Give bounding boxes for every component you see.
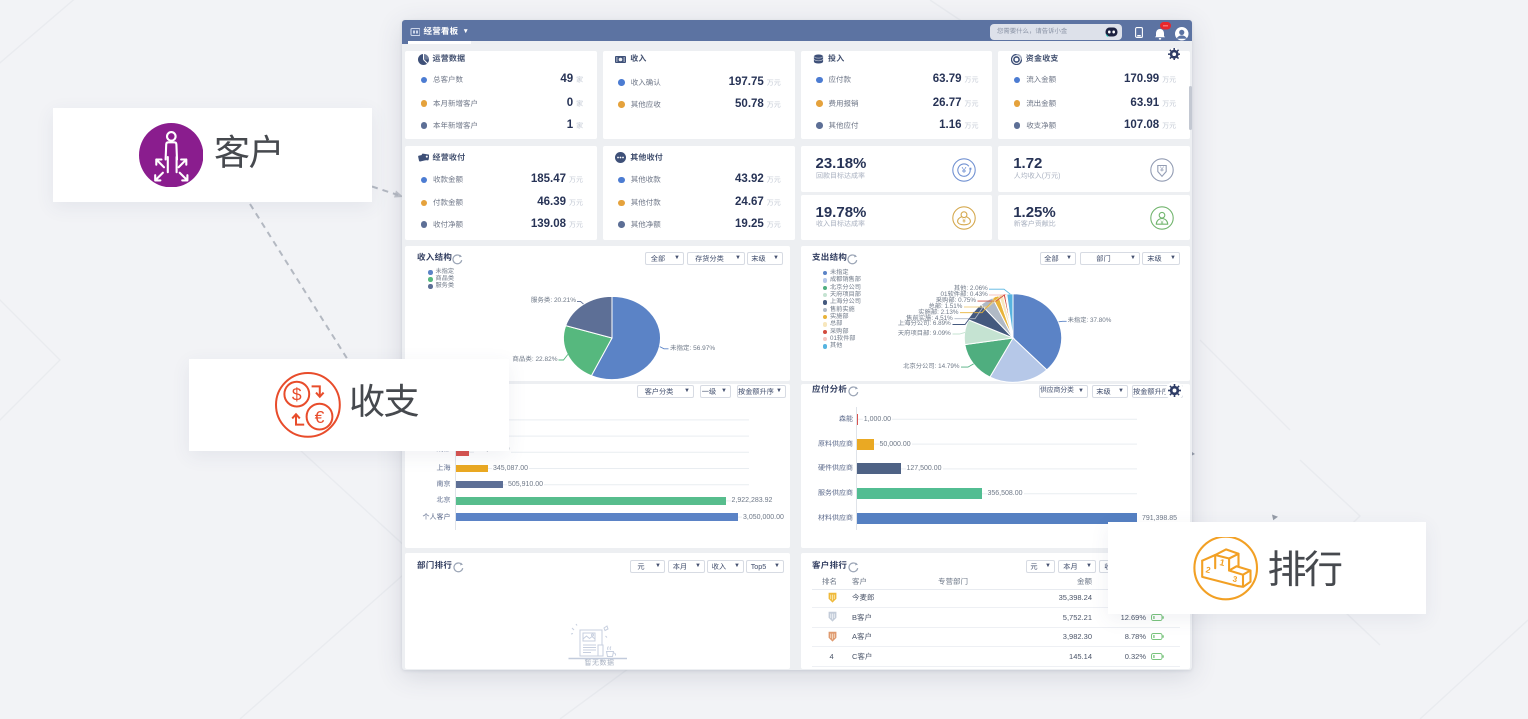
svg-text:€: € bbox=[315, 407, 325, 427]
svg-text:¥: ¥ bbox=[961, 165, 967, 175]
svg-text:$: $ bbox=[292, 384, 302, 404]
svg-text:¥: ¥ bbox=[1160, 220, 1164, 226]
svg-text:¥: ¥ bbox=[1160, 166, 1164, 173]
svg-text:2: 2 bbox=[1205, 564, 1212, 575]
svg-text:3: 3 bbox=[1232, 574, 1239, 584]
svg-text:1: 1 bbox=[1219, 557, 1226, 568]
svg-text:¥: ¥ bbox=[962, 219, 966, 225]
